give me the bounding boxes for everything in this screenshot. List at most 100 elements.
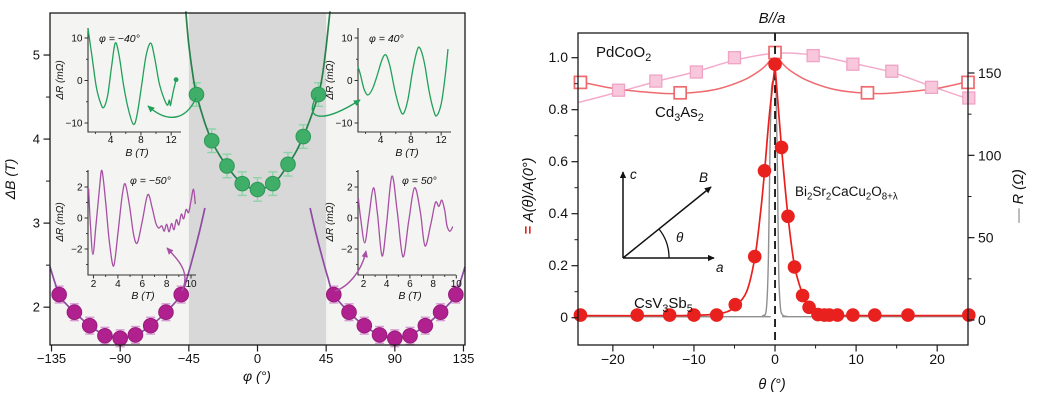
arrow-inset-pos40 [311,96,361,117]
inset-x-tick-label: 4 [115,279,121,290]
data-point-center-lobe-green [310,86,327,103]
data-point-side-lobe-right-purple [325,286,342,303]
data-point-PdCoO2 [924,80,939,94]
inset-curve [87,28,177,126]
data-point-side-lobe-right-purple [387,330,403,347]
inset-x-tick-label: 12 [166,135,178,146]
y-left-tick-label: 0.8 [549,101,569,117]
inset-x-tick-label: 4 [384,279,390,290]
series-label-Cd3As2: Cd3As2 [655,104,704,124]
series-label-CsV3Sb5: CsV3Sb5 [634,295,693,315]
inset-x-tick-label: 2 [361,279,367,290]
inset-x-axis-label: B (T) [398,290,421,302]
series-Bi2Sr2CaCu2O8 [573,57,976,322]
theta-angle-arc [658,228,670,259]
data-point-center-lobe-green [249,181,266,198]
data-point-Cd3As2 [573,75,588,90]
data-point-Bi2Sr2CaCu2O8 [830,308,845,322]
x-tick-label: 135 [453,351,475,366]
data-point-side-lobe-right-purple [341,304,357,321]
inset-y-axis-label: ΔR (mΩ) [325,60,336,100]
right-x-axis-label: θ (°) [758,377,785,393]
data-point-PdCoO2 [962,91,976,105]
inset-title: φ = −40° [99,33,140,45]
series-side-lobe-right-purple [309,207,466,348]
inset-x-axis-label: B (T) [395,147,418,159]
inset-y-tick-label: −2 [341,245,353,256]
data-point-Bi2Sr2CaCu2O8 [901,308,915,322]
y-right-tick-label: 100 [978,147,1002,163]
x-tick-label: 10 [848,351,864,367]
fit-curve-Cd3As2 [578,52,969,95]
c-axis-label: c [630,167,637,182]
y-right-tick-label: 150 [978,65,1002,81]
inset-y-tick-label: 10 [71,34,83,45]
data-point-side-lobe-left-purple [97,327,113,344]
data-point-Bi2Sr2CaCu2O8 [768,57,782,71]
series-PdCoO2 [611,48,976,105]
x-tick-label: 20 [929,351,945,367]
inset-y-tick-label: −2 [71,245,83,256]
data-point-side-lobe-right-purple [448,286,464,303]
series-center-lobe-green [184,11,331,202]
inset-x-tick-label: 8 [430,279,436,290]
x-tick-label: −10 [682,351,706,367]
left-y-axis-label: ΔB (T) [2,159,18,201]
data-point-side-lobe-right-purple [417,317,434,334]
inset-title: φ = 40° [369,33,404,45]
x-tick-label: −20 [601,351,625,367]
data-point-PdCoO2 [611,83,626,97]
y-right-tick-label: 0 [978,312,986,328]
inset-curve [357,46,449,117]
y-tick-label: 4 [33,132,40,147]
data-point-PdCoO2 [846,57,860,71]
y-tick-label: 5 [33,48,40,63]
inset-x-tick-label: 10 [185,279,197,290]
data-point-Bi2Sr2CaCu2O8 [795,288,810,303]
data-point-Bi2Sr2CaCu2O8 [787,260,802,274]
inset-x-tick-label: 10 [451,279,463,290]
inset-axes [87,28,181,133]
inset-y-tick-label: −10 [66,119,83,130]
data-point-center-lobe-green [295,128,312,145]
theta-label: θ [676,230,684,245]
y-tick-label: 3 [33,216,40,231]
right-plot-frame [577,32,969,346]
y-left-tick-label: 0.4 [549,205,569,221]
inset-y-axis-label: ΔR (mΩ) [325,202,336,242]
inset-x-tick-label: 6 [407,279,413,290]
y-left-tick-label: 0.6 [549,153,569,169]
data-point-side-lobe-left-purple [112,330,128,347]
y-left-tick-label: 0.2 [549,257,569,273]
inset-curve [357,175,454,258]
inset-x-tick-label: 8 [164,279,170,290]
data-point-PdCoO2 [885,64,899,78]
series-label-Bi2Sr2CaCu2O8: Bi2Sr2CaCu2O8+λ [795,184,898,203]
b-field-label: B [699,170,708,185]
x-tick-label: 0 [254,351,261,366]
inset-x-axis-label: B (T) [131,290,154,302]
data-point-side-lobe-left-purple [142,317,159,334]
x-tick-label: −135 [37,351,66,366]
data-point-Bi2Sr2CaCu2O8 [774,140,789,155]
y-left-tick-label: 1.0 [549,49,569,65]
x-tick-label: −90 [109,351,131,366]
inset-x-axis-label: B (T) [125,147,148,159]
inset-y-tick-label: −10 [336,119,353,130]
data-point-Bi2Sr2CaCu2O8 [781,209,795,224]
inset-y-tick-label: 0 [347,76,353,87]
data-point-PdCoO2 [649,74,663,88]
inset-y-axis-label: ΔR (mΩ) [55,60,66,100]
data-point-Bi2Sr2CaCu2O8 [867,308,882,322]
data-point-Bi2Sr2CaCu2O8 [709,308,724,322]
right-panel: θ (°) B//a −20 −10 0 10 20 0 0.2 0.4 0.6 0.8 1.0 0 5… [521,10,1027,393]
y-left-tick-label: 0 [560,309,568,325]
annotation-arrows [147,96,368,292]
inset-phi-pos40: 4 8 12 10 0 −10 φ = 40° ΔR (mΩ) B (T) [325,28,451,159]
x-tick-label: 90 [388,351,402,366]
y-tick-label: 2 [33,300,40,315]
data-point-center-lobe-green [219,158,235,174]
data-point-center-lobe-green [188,86,205,103]
